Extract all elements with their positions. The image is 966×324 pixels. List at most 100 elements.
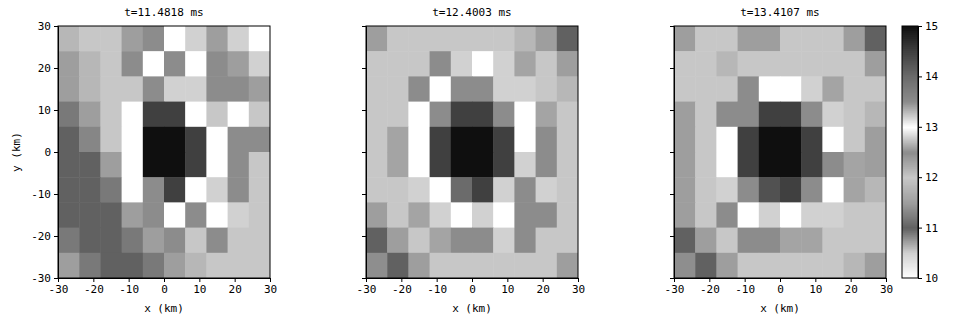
cell — [716, 177, 738, 203]
cell — [58, 228, 80, 254]
cell — [472, 76, 494, 102]
cell — [557, 51, 578, 77]
cell — [514, 228, 536, 254]
cell — [514, 51, 536, 77]
cell — [536, 102, 558, 128]
tick-mark — [918, 26, 922, 27]
cell — [716, 152, 738, 178]
colorbar: 101112131415 — [902, 20, 939, 285]
panel: -30-20-100102030t=13.4107 msx (km) — [665, 6, 894, 315]
tick-label: 10 — [925, 272, 938, 285]
tick-mark — [362, 236, 366, 237]
cell — [206, 253, 228, 278]
tick-label: -10 — [427, 283, 447, 296]
cell — [493, 26, 515, 52]
cell — [79, 51, 101, 77]
tick-label: 30 — [38, 20, 51, 33]
cell — [844, 127, 866, 153]
cell — [430, 228, 452, 254]
title: t=13.4107 ms — [740, 6, 819, 19]
tick-label: 10 — [809, 283, 822, 296]
tick-label: 14 — [925, 70, 939, 83]
cell — [844, 202, 866, 228]
tick-mark — [507, 278, 508, 282]
cell — [514, 76, 536, 102]
cell — [430, 127, 452, 153]
cell — [122, 127, 144, 153]
cell — [430, 51, 452, 77]
cell — [557, 152, 578, 178]
cell — [430, 253, 452, 278]
cell — [143, 127, 165, 153]
cell — [206, 152, 228, 178]
cell — [514, 102, 536, 128]
cell — [143, 202, 165, 228]
tick-label: 20 — [845, 283, 858, 296]
cell — [164, 127, 186, 153]
cell — [759, 102, 781, 128]
cell — [536, 76, 558, 102]
cell — [822, 152, 844, 178]
cell — [164, 253, 186, 278]
tick-label: 11 — [925, 222, 938, 235]
cell — [185, 253, 207, 278]
tick-mark — [270, 278, 271, 282]
cell — [759, 177, 781, 203]
cell — [408, 253, 430, 278]
cell — [514, 202, 536, 228]
cell — [100, 177, 122, 203]
cell — [387, 51, 409, 77]
tick: -20 — [700, 278, 720, 296]
cell — [844, 152, 866, 178]
cell — [58, 127, 80, 153]
cell — [536, 127, 558, 153]
cell — [100, 127, 122, 153]
cell — [759, 76, 781, 102]
tick: 15 — [918, 20, 938, 33]
cell — [366, 253, 388, 278]
cell — [801, 26, 823, 52]
cell — [387, 177, 409, 203]
cell — [185, 177, 207, 203]
tick-label: 0 — [161, 283, 168, 296]
tick — [670, 68, 674, 69]
cell — [366, 26, 388, 52]
cell — [451, 152, 473, 178]
cell — [58, 177, 80, 203]
cell — [536, 253, 558, 278]
tick-mark — [54, 110, 58, 111]
cell — [695, 127, 717, 153]
cell — [366, 102, 388, 128]
cell — [451, 102, 473, 128]
cell — [79, 152, 101, 178]
cell — [844, 228, 866, 254]
cell — [451, 76, 473, 102]
tick: -30 — [31, 272, 58, 285]
x-axis-title: x (km) — [452, 302, 492, 315]
tick: 20 — [38, 62, 58, 75]
tick-mark — [578, 278, 579, 282]
cell — [493, 102, 515, 128]
cell — [249, 202, 270, 228]
cell — [674, 26, 696, 52]
cell — [536, 202, 558, 228]
cell — [228, 202, 250, 228]
cell — [228, 51, 250, 77]
cell — [79, 102, 101, 128]
cell — [100, 76, 122, 102]
cell — [493, 228, 515, 254]
cell — [451, 202, 473, 228]
cell — [865, 127, 886, 153]
tick-label: 13 — [925, 121, 938, 134]
tick-label: -10 — [735, 283, 755, 296]
tick-label: 20 — [229, 283, 242, 296]
cell — [472, 152, 494, 178]
cell — [122, 76, 144, 102]
cell — [366, 76, 388, 102]
tick-mark — [362, 278, 366, 279]
cell — [366, 127, 388, 153]
tick-mark — [709, 278, 710, 282]
cell — [822, 76, 844, 102]
cell — [408, 51, 430, 77]
tick-label: -20 — [392, 283, 412, 296]
